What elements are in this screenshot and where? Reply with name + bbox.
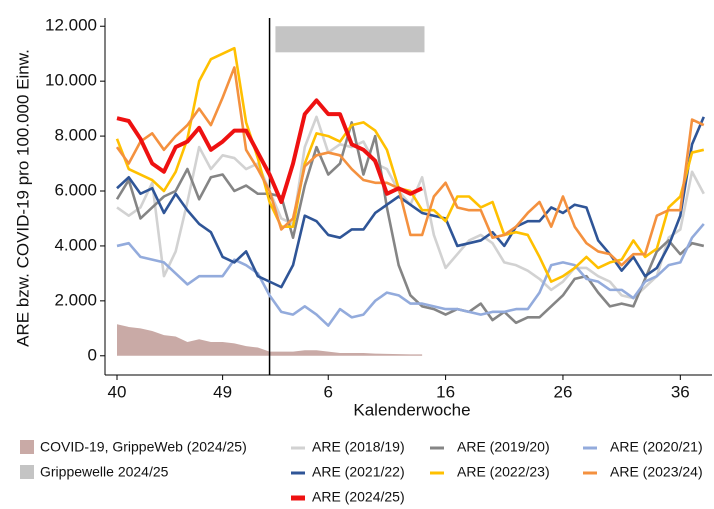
y-axis-label: ARE bzw. COVID-19 pro 100.000 Einw. — [13, 49, 32, 347]
x-tick-label: 26 — [553, 382, 572, 401]
x-tick-label: 49 — [213, 382, 232, 401]
x-tick-label: 36 — [671, 382, 690, 401]
covid-area — [117, 324, 423, 356]
y-tick-label: 2.000 — [54, 290, 97, 309]
legend-label: ARE (2020/21) — [610, 439, 703, 455]
legend-swatch — [20, 465, 34, 479]
y-tick-label: 0 — [88, 345, 97, 364]
y-tick-label: 10.000 — [45, 71, 97, 90]
legend-label: ARE (2021/22) — [312, 464, 405, 480]
series-line — [115, 66, 705, 267]
series-line — [116, 116, 705, 289]
y-tick-label: 4.000 — [54, 235, 97, 254]
legend-label: ARE (2024/25) — [312, 489, 405, 505]
legend-label: ARE (2022/23) — [457, 464, 550, 480]
series-line — [116, 115, 705, 300]
series-line — [116, 98, 423, 204]
x-tick-label: 16 — [436, 382, 455, 401]
legend-label: COVID-19, GrippeWeb (2024/25) — [40, 439, 247, 455]
x-tick-label: 6 — [324, 382, 333, 401]
y-tick-label: 8.000 — [54, 126, 97, 145]
legend-swatch — [20, 440, 34, 454]
flu-wave-band — [275, 26, 425, 53]
series-line — [115, 46, 705, 283]
y-tick-label: 12.000 — [45, 16, 97, 35]
legend-label: ARE (2023/24) — [610, 464, 703, 480]
series-line — [115, 121, 705, 325]
series-line — [116, 223, 705, 327]
legend-label: ARE (2019/20) — [457, 439, 550, 455]
legend-label: ARE (2018/19) — [312, 439, 405, 455]
y-tick-label: 6.000 — [54, 180, 97, 199]
legend-label: Grippewelle 2024/25 — [40, 464, 169, 480]
x-tick-label: 40 — [108, 382, 127, 401]
x-axis-label: Kalenderwoche — [353, 400, 470, 419]
